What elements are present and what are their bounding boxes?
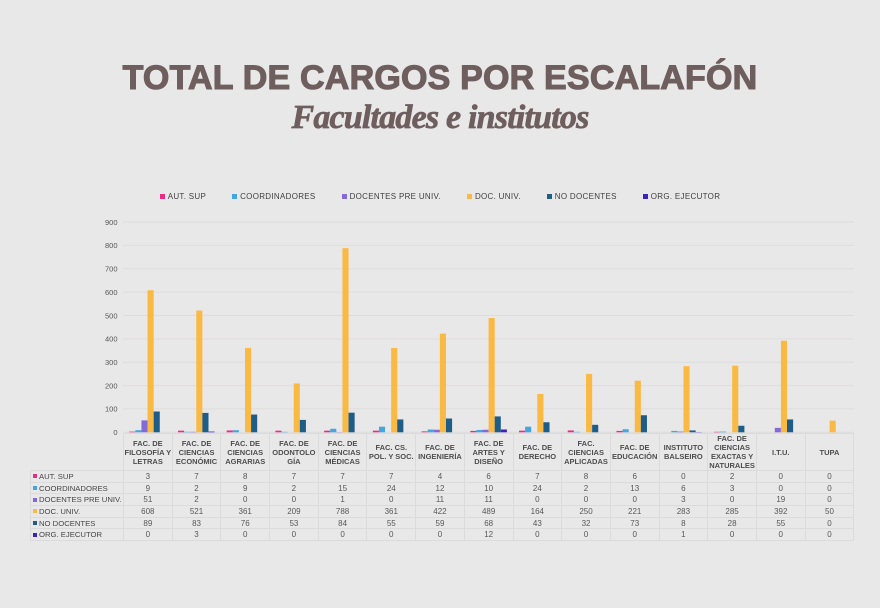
- svg-text:200: 200: [105, 381, 118, 390]
- svg-text:0: 0: [113, 428, 117, 437]
- svg-text:800: 800: [105, 241, 118, 250]
- svg-text:700: 700: [105, 265, 118, 274]
- svg-text:300: 300: [105, 358, 118, 367]
- svg-text:400: 400: [105, 335, 118, 344]
- svg-text:100: 100: [105, 405, 118, 414]
- svg-text:900: 900: [105, 218, 118, 227]
- svg-text:600: 600: [105, 288, 118, 297]
- svg-text:500: 500: [105, 311, 118, 320]
